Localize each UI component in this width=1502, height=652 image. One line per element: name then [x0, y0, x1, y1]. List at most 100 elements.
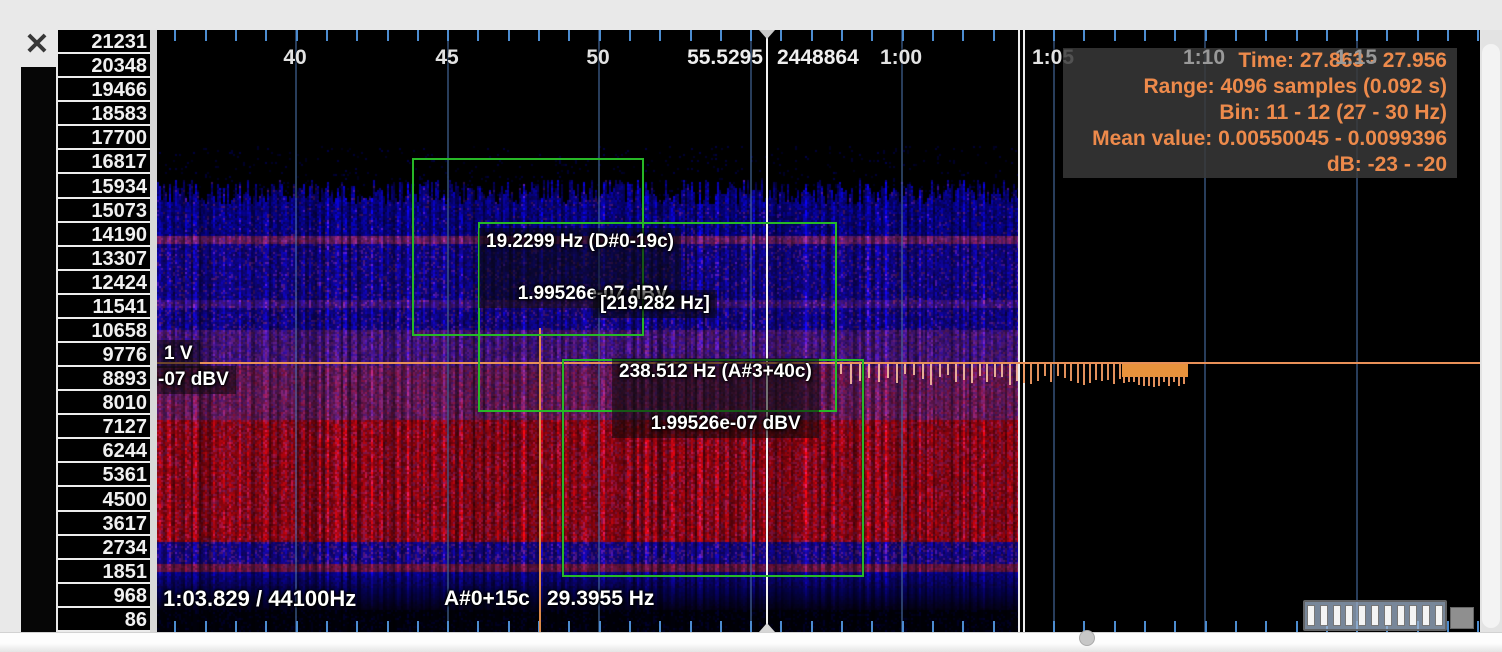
- ruler-tick-bottom: [1295, 621, 1298, 632]
- vertical-scrollbar[interactable]: [1480, 30, 1502, 632]
- ruler-tick-bottom: [507, 621, 510, 632]
- ruler-tick-bottom: [659, 621, 662, 632]
- close-button[interactable]: ✕: [22, 30, 52, 60]
- navigator-bar: [1332, 605, 1341, 626]
- ruler-tick-top: [871, 30, 874, 41]
- playhead-cursor-line[interactable]: [766, 30, 768, 632]
- frequency-tick-label: 20348: [58, 54, 150, 79]
- frequency-marker-vline[interactable]: [539, 328, 541, 632]
- ruler-tick-bottom: [780, 621, 783, 632]
- ruler-tick-top: [1113, 30, 1116, 41]
- harmonic-tick: [930, 364, 933, 385]
- harmonic-tick: [986, 364, 989, 382]
- ruler-tick-bottom: [1234, 621, 1237, 632]
- frequency-tick-label: 18583: [58, 102, 150, 127]
- ruler-tick-bottom: [1053, 621, 1056, 632]
- harmonic-tick: [868, 364, 871, 378]
- ruler-tick-top: [568, 30, 571, 41]
- mini-navigator-widget[interactable]: [1303, 600, 1447, 631]
- ruler-tick-top: [1234, 30, 1237, 41]
- harmonic-tick: [904, 364, 907, 374]
- frequency-tick-label: 5361: [58, 463, 150, 488]
- frequency-tick-label: 6244: [58, 439, 150, 464]
- frequency-tick-label: 9776: [58, 343, 150, 368]
- navigator-bar: [1370, 605, 1379, 626]
- navigator-bar: [1434, 605, 1443, 626]
- ruler-tick-bottom: [295, 621, 298, 632]
- ruler-tick-bottom: [356, 621, 359, 632]
- frequency-tick-label: 8010: [58, 391, 150, 416]
- time-gridline: [447, 30, 449, 632]
- selection-2-level: 1.99526e-07 dBV: [650, 413, 801, 434]
- ruler-tick-bottom: [962, 621, 965, 632]
- ruler-tick-bottom: [416, 621, 419, 632]
- harmonic-fringe-tick: [1168, 377, 1170, 386]
- ruler-tick-top: [1416, 30, 1419, 41]
- time-axis-label: 1:15: [1334, 46, 1378, 69]
- harmonic-fringe-tick: [1153, 377, 1155, 387]
- frequency-tick-label: 8893: [58, 367, 150, 392]
- ruler-tick-top: [992, 30, 995, 41]
- ruler-tick-bottom: [871, 621, 874, 632]
- ruler-tick-bottom: [841, 621, 843, 632]
- harmonic-fringe-tick: [1123, 377, 1125, 383]
- frequency-readout: 29.3955 Hz: [547, 587, 655, 610]
- frequency-tick-label: 14190: [58, 223, 150, 247]
- ruler-tick-bottom: [1144, 621, 1146, 632]
- harmonic-tick: [1029, 364, 1032, 384]
- harmonic-fringe-tick: [1133, 377, 1135, 382]
- navigator-bar: [1422, 605, 1431, 626]
- ruler-tick-bottom: [689, 621, 692, 632]
- navigator-handle[interactable]: [1450, 607, 1474, 629]
- cursor-sample-readout: 2448864: [777, 46, 859, 69]
- ruler-tick-bottom: [931, 621, 934, 632]
- ruler-tick-top: [507, 30, 510, 41]
- harmonic-tick: [1076, 364, 1079, 383]
- frequency-tick-label: 3617: [58, 512, 150, 536]
- harmonic-tick: [962, 364, 965, 380]
- ruler-tick-top: [689, 30, 692, 41]
- ruler-tick-bottom: [1113, 621, 1116, 632]
- harmonic-tick: [1036, 364, 1039, 381]
- ruler-tick-top: [204, 30, 207, 41]
- ruler-tick-top: [1083, 30, 1086, 41]
- vertical-scrollbar-thumb[interactable]: [1482, 44, 1500, 628]
- playhead-marker-top-icon[interactable]: [759, 30, 775, 39]
- horizontal-scrollbar-thumb[interactable]: [1079, 630, 1095, 646]
- info-panel-line: Bin: 11 - 12 (27 - 30 Hz): [1219, 101, 1447, 124]
- ruler-tick-top: [356, 30, 359, 41]
- ruler-tick-top: [598, 30, 601, 41]
- frequency-axis[interactable]: 21231 20348 19466 18583 17700 16817 15934 15073…: [58, 30, 157, 632]
- ruler-tick-bottom: [1477, 621, 1480, 632]
- harmonic-tick: [1118, 364, 1121, 379]
- data-end-line: [1018, 30, 1020, 632]
- harmonic-tick: [886, 364, 889, 378]
- harmonic-tick: [840, 364, 842, 374]
- frequency-tick-label: 19466: [58, 78, 150, 103]
- harmonic-tick: [1063, 364, 1066, 378]
- edge-readout-volts: 1 V: [157, 340, 200, 368]
- time-axis-label: 45: [435, 46, 459, 69]
- ruler-tick-bottom: [477, 621, 480, 632]
- ruler-tick-bottom: [598, 621, 601, 632]
- frequency-tick-label: 11541: [58, 295, 150, 319]
- time-gridline: [1053, 30, 1055, 632]
- ruler-tick-bottom: [447, 621, 450, 632]
- playhead-marker-bottom-icon[interactable]: [759, 623, 775, 632]
- time-gridline: [750, 30, 752, 632]
- navigator-bar: [1358, 605, 1367, 626]
- harmonic-tick: [1082, 364, 1085, 385]
- harmonic-tick: [970, 364, 973, 383]
- ruler-tick-top: [538, 30, 540, 41]
- info-panel-line: Range: 4096 samples (0.092 s): [1143, 75, 1448, 98]
- navigator-bar: [1307, 605, 1315, 626]
- harmonic-fringe-tick: [1163, 377, 1165, 382]
- horizontal-scrollbar[interactable]: [0, 632, 1502, 652]
- frequency-tick-label: 15934: [58, 174, 150, 199]
- time-gridline: [295, 30, 297, 632]
- ruler-tick-top: [447, 30, 450, 41]
- time-axis-label: 1:00: [879, 46, 923, 69]
- ruler-tick-top: [1144, 30, 1146, 41]
- ruler-tick-bottom: [204, 621, 207, 632]
